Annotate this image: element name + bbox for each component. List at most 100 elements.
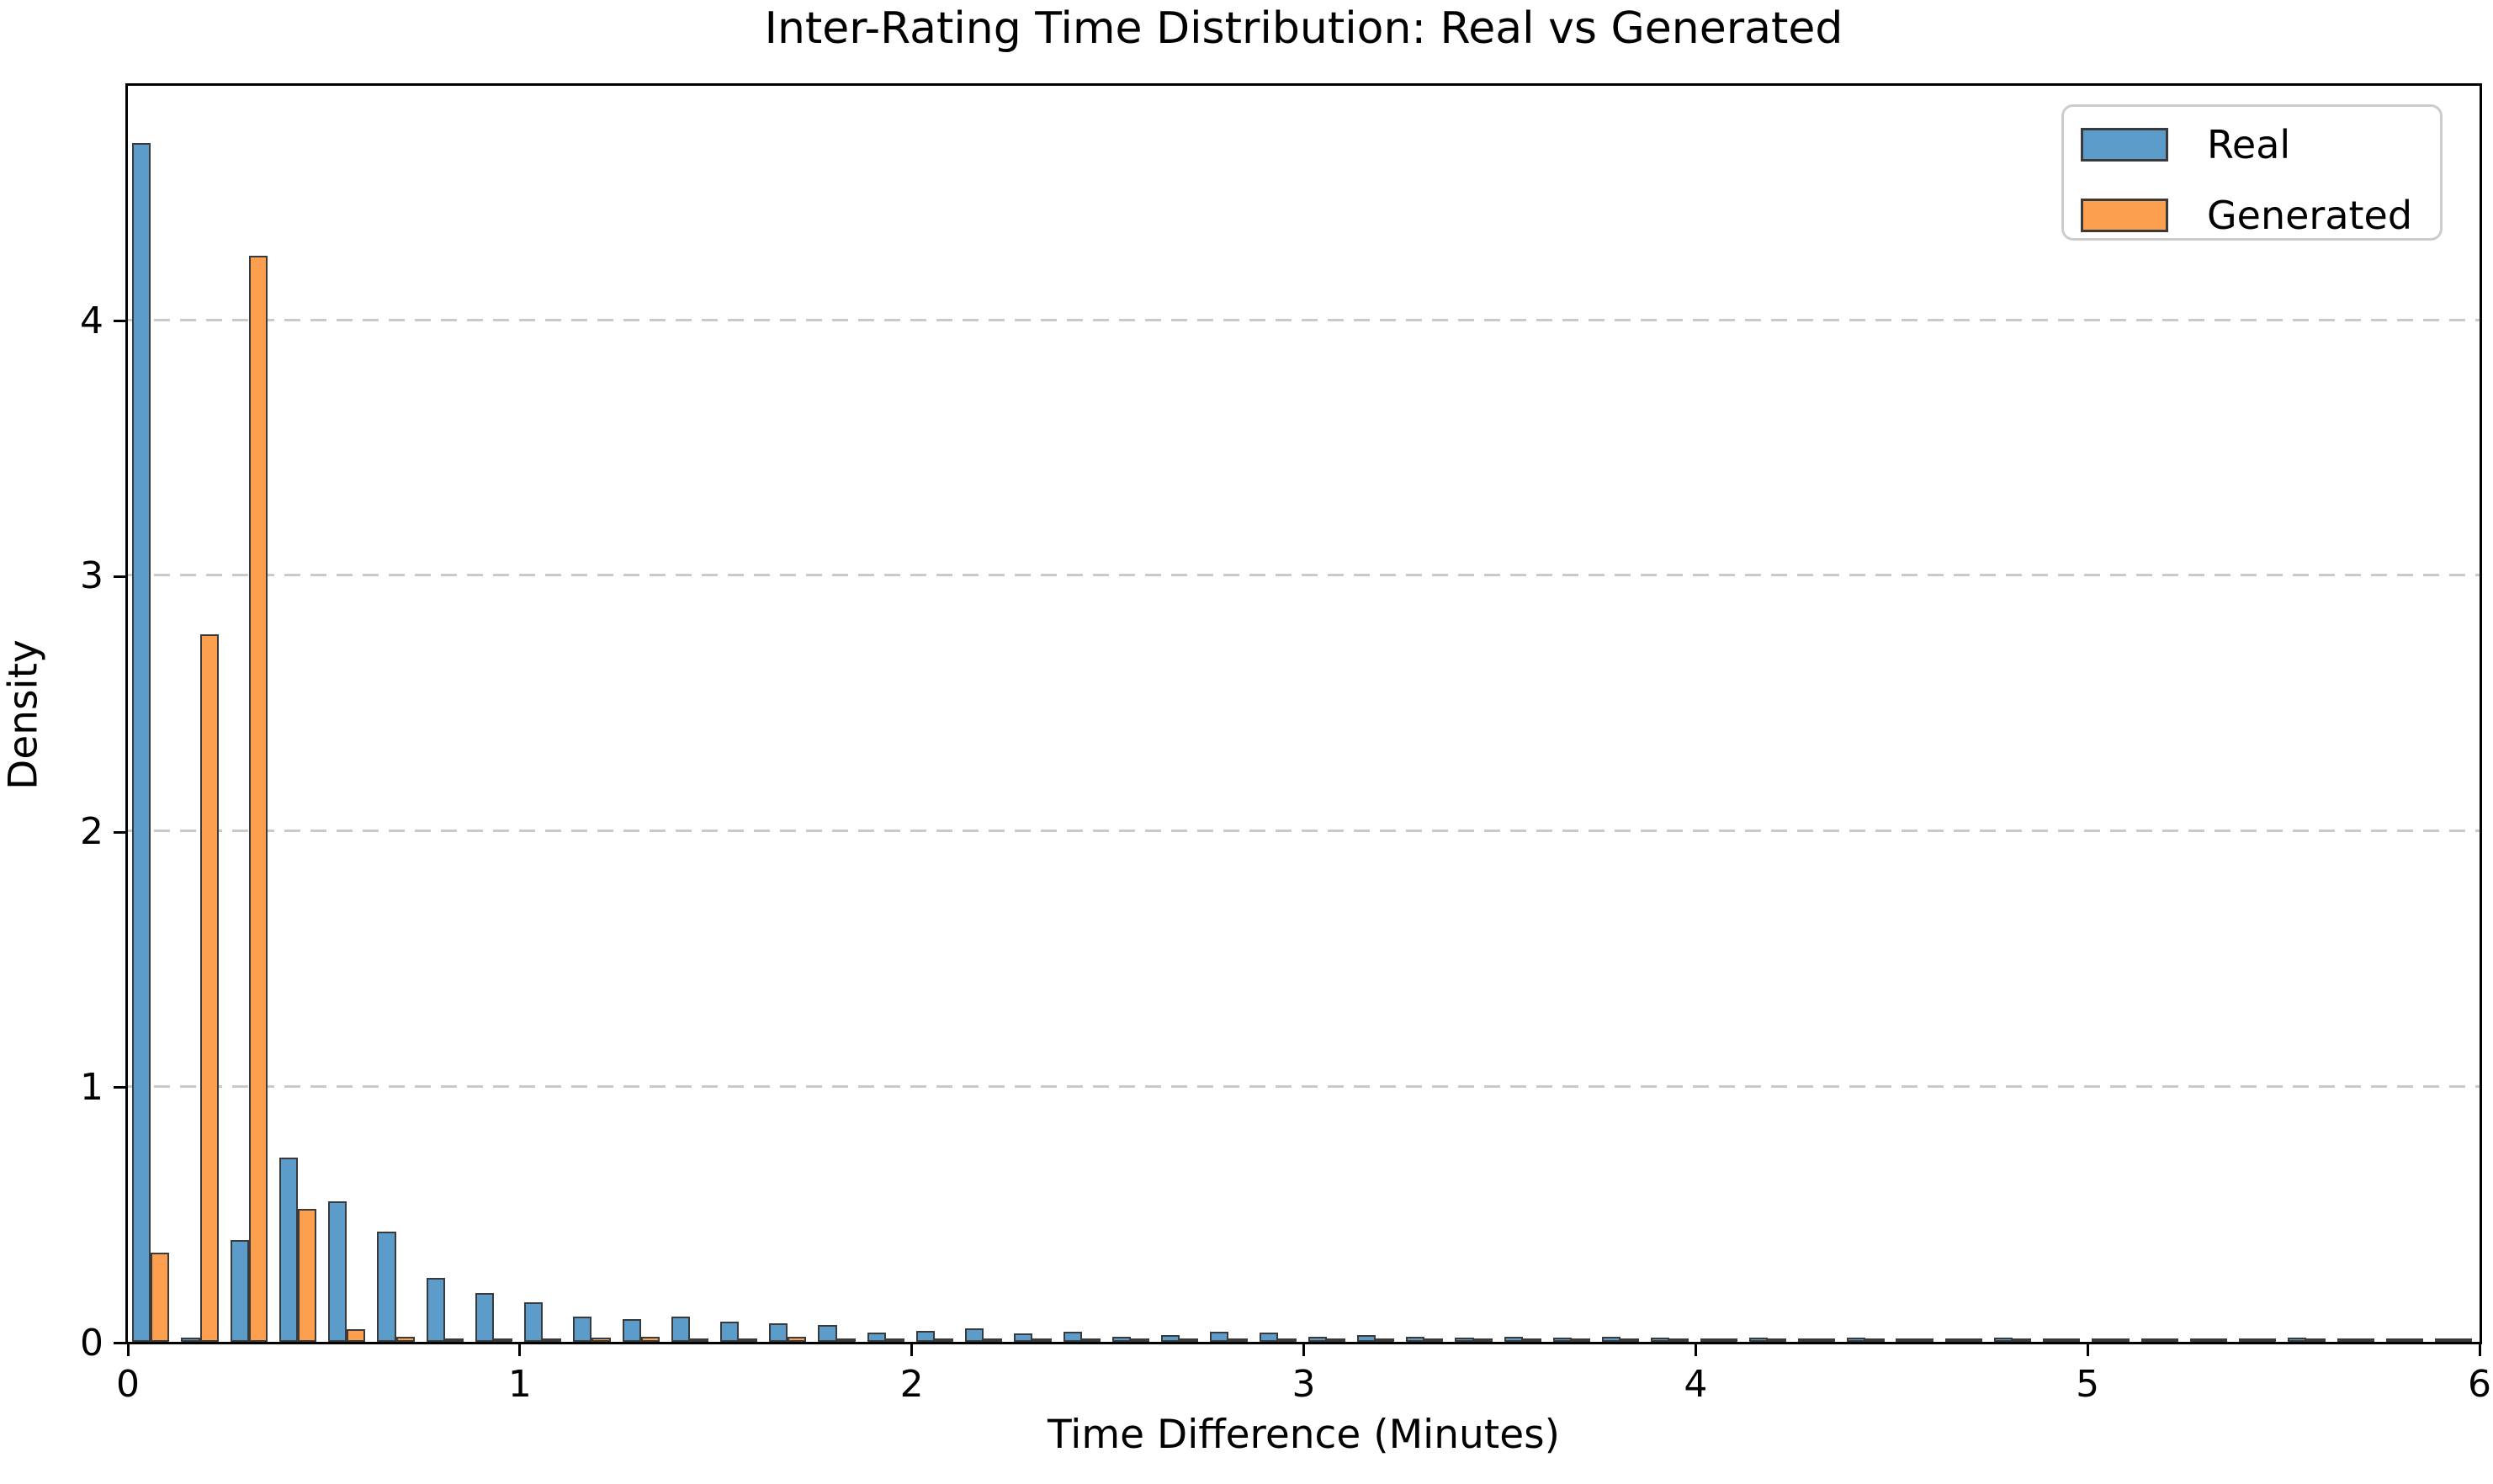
- generated-bar-bin-2: [248, 256, 268, 1342]
- x-tick-5: [2086, 1344, 2089, 1356]
- generated-bar-bin-31: [1669, 1338, 1689, 1342]
- y-tick-1: [114, 1086, 125, 1089]
- real-bar-bin-29: [1552, 1338, 1572, 1342]
- real-bar-bin-45: [2337, 1338, 2356, 1342]
- generated-bar-bin-8: [543, 1338, 562, 1342]
- real-bar-bin-30: [1602, 1336, 1621, 1342]
- generated-bar-bin-42: [2208, 1338, 2228, 1342]
- generated-bar-bin-13: [788, 1336, 807, 1342]
- real-bar-bin-23: [1259, 1332, 1278, 1342]
- x-axis-label: Time Difference (Minutes): [1048, 1412, 1560, 1458]
- real-bar-bin-1: [181, 1338, 200, 1342]
- real-bar-bin-43: [2239, 1338, 2258, 1342]
- real-bar-bin-22: [1210, 1332, 1229, 1342]
- x-tick-4: [1694, 1344, 1697, 1356]
- generated-bar-bin-36: [1914, 1338, 1933, 1342]
- y-tick-2: [114, 830, 125, 834]
- generated-bar-bin-21: [1180, 1338, 1199, 1342]
- real-bar-bin-26: [1406, 1336, 1425, 1342]
- real-bar-bin-0: [132, 143, 151, 1342]
- real-bar-bin-46: [2385, 1338, 2405, 1342]
- real-bar-bin-9: [573, 1316, 592, 1342]
- real-bar-bin-12: [719, 1321, 740, 1342]
- generated-bar-bin-4: [347, 1328, 366, 1342]
- generated-bar-bin-39: [2061, 1338, 2081, 1342]
- generated-bar-bin-9: [591, 1338, 611, 1342]
- generated-bar-bin-45: [2355, 1338, 2374, 1342]
- generated-bar-bin-26: [1424, 1338, 1444, 1342]
- real-bar-bin-47: [2435, 1338, 2454, 1342]
- real-bar-bin-34: [1798, 1338, 1817, 1342]
- real-bar-bin-13: [769, 1323, 788, 1342]
- x-tick-1: [518, 1344, 522, 1356]
- real-bar-bin-28: [1504, 1336, 1523, 1342]
- legend-label-generated: Generated: [2207, 193, 2413, 238]
- x-tick-label-4: 4: [1684, 1363, 1708, 1406]
- gridline-y-1: [128, 1084, 2480, 1088]
- real-bar-bin-16: [915, 1331, 936, 1342]
- real-bar-bin-27: [1455, 1338, 1474, 1342]
- generated-bar-bin-47: [2453, 1338, 2473, 1342]
- real-bar-bin-6: [426, 1278, 445, 1342]
- y-tick-label-0: 0: [80, 1321, 103, 1365]
- generated-bar-bin-0: [151, 1252, 170, 1342]
- gridline-y-4: [128, 318, 2480, 321]
- real-bar-bin-38: [1993, 1338, 2013, 1342]
- generated-bar-bin-1: [199, 633, 219, 1342]
- real-bar-bin-33: [1748, 1338, 1768, 1342]
- generated-bar-bin-37: [1963, 1338, 1982, 1342]
- generated-bar-bin-23: [1277, 1338, 1297, 1342]
- real-bar-bin-15: [867, 1333, 886, 1342]
- generated-bar-bin-41: [2159, 1338, 2178, 1342]
- real-bar-bin-36: [1896, 1338, 1915, 1342]
- generated-bar-bin-6: [444, 1338, 464, 1342]
- generated-bar-bin-44: [2306, 1338, 2326, 1342]
- x-tick-label-1: 1: [507, 1363, 532, 1406]
- y-tick-3: [114, 575, 125, 578]
- real-bar-bin-35: [1847, 1338, 1866, 1342]
- generated-bar-bin-29: [1572, 1338, 1591, 1342]
- y-tick-label-2: 2: [80, 810, 103, 853]
- generated-bar-bin-17: [984, 1338, 1003, 1342]
- real-bar-bin-4: [328, 1200, 347, 1342]
- generated-bar-bin-25: [1376, 1338, 1395, 1342]
- real-bar-bin-19: [1063, 1332, 1082, 1342]
- x-tick-label-0: 0: [116, 1363, 140, 1406]
- real-bar-bin-32: [1700, 1338, 1719, 1342]
- generated-bar-bin-12: [739, 1338, 758, 1342]
- real-bar-bin-10: [622, 1318, 641, 1342]
- x-tick-label-2: 2: [899, 1363, 924, 1406]
- y-tick-label-1: 1: [80, 1065, 103, 1109]
- generated-bar-bin-46: [2404, 1338, 2424, 1342]
- real-bar-bin-24: [1307, 1336, 1327, 1342]
- generated-bar-bin-18: [1032, 1338, 1052, 1342]
- generated-bar-bin-15: [885, 1338, 904, 1342]
- generated-bar-bin-20: [1130, 1338, 1150, 1342]
- real-bar-bin-5: [377, 1232, 396, 1342]
- y-axis-label: Density: [0, 639, 47, 790]
- real-bar-bin-39: [2043, 1338, 2062, 1342]
- real-bar-bin-3: [278, 1158, 299, 1342]
- x-tick-6: [2478, 1344, 2481, 1356]
- real-series-swatch: [2081, 128, 2168, 162]
- x-tick-label-6: 6: [2468, 1363, 2491, 1406]
- real-bar-bin-20: [1111, 1336, 1131, 1342]
- gridline-y-2: [128, 829, 2480, 832]
- plot-area: [125, 83, 2482, 1344]
- real-bar-bin-37: [1944, 1338, 1964, 1342]
- real-bar-bin-25: [1356, 1335, 1376, 1342]
- generated-bar-bin-22: [1228, 1338, 1248, 1342]
- real-bar-bin-11: [671, 1316, 690, 1342]
- y-tick-0: [114, 1342, 125, 1344]
- generated-bar-bin-11: [689, 1338, 708, 1342]
- x-tick-3: [1302, 1344, 1305, 1356]
- x-tick-label-5: 5: [2076, 1363, 2100, 1406]
- real-bar-bin-21: [1161, 1335, 1180, 1342]
- real-bar-bin-2: [230, 1239, 249, 1342]
- x-tick-0: [126, 1344, 130, 1356]
- generated-bar-bin-16: [935, 1338, 954, 1342]
- legend: Real Generated: [2061, 104, 2443, 241]
- generated-bar-bin-14: [836, 1338, 856, 1342]
- chart-title: Inter-Rating Time Distribution: Real vs …: [764, 3, 1843, 54]
- generated-bar-bin-33: [1767, 1338, 1787, 1342]
